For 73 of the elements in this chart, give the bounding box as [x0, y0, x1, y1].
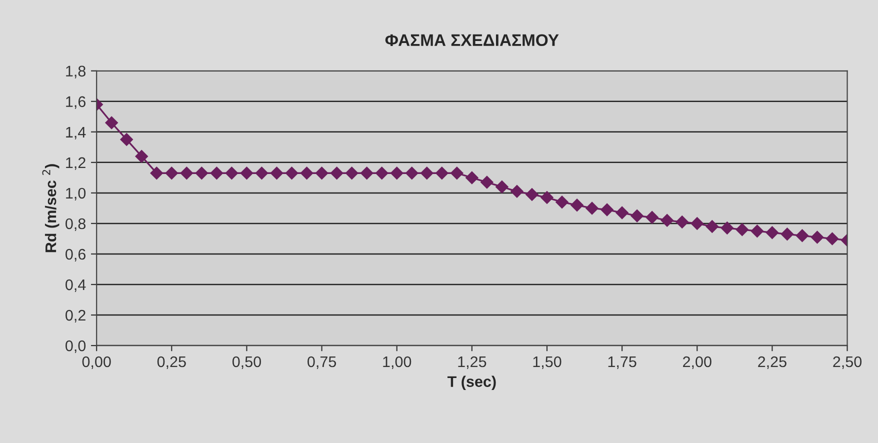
- point: [375, 166, 388, 180]
- point: [330, 166, 344, 180]
- point: [690, 217, 704, 230]
- point: [165, 166, 178, 180]
- point: [405, 166, 418, 180]
- point: [180, 166, 194, 180]
- x-tick-label: 0,25: [157, 356, 186, 369]
- y-tick-label: 0,6: [66, 248, 86, 262]
- point: [390, 166, 404, 180]
- point: [780, 228, 794, 241]
- x-tick-label: 0,75: [308, 356, 336, 369]
- y-tick-label: 1,4: [66, 126, 86, 140]
- point: [300, 166, 314, 180]
- point: [466, 171, 478, 184]
- point: [600, 203, 614, 216]
- y-axis-title: Rd (m/sec $^{2}$): [42, 164, 60, 252]
- chart-title: ΦΑΣΜΑ ΣΧΕΔΙΑΣΜΟΥ: [385, 34, 559, 46]
- point: [736, 223, 749, 236]
- point: [480, 176, 494, 189]
- y-tick-label: 1,0: [66, 188, 86, 200]
- x-tick-label: 1,00: [383, 356, 412, 369]
- point: [496, 180, 508, 194]
- y-tick-label: 1,2: [66, 157, 86, 170]
- point: [570, 198, 584, 212]
- x-tick-label: 1,75: [608, 356, 636, 369]
- point: [360, 166, 374, 180]
- point: [706, 220, 719, 233]
- x-tick-label: 2,25: [758, 356, 786, 369]
- point: [210, 166, 224, 180]
- y-tick-label: 0,8: [66, 218, 86, 231]
- x-tick-label: 1,25: [458, 356, 486, 369]
- point: [720, 222, 734, 234]
- y-tick-label: 1,8: [66, 66, 86, 78]
- point: [420, 166, 434, 180]
- point: [285, 166, 298, 180]
- point: [586, 202, 598, 215]
- point: [345, 166, 358, 180]
- x-tick-label: 2,50: [833, 356, 862, 369]
- point: [255, 166, 268, 180]
- point: [556, 196, 568, 209]
- point: [540, 191, 554, 204]
- y-tick-label: 0,0: [66, 340, 86, 354]
- point: [195, 166, 208, 180]
- y-tick-label: 0,4: [66, 279, 86, 292]
- point: [105, 116, 118, 130]
- x-tick-label: 2,00: [683, 356, 712, 369]
- point: [450, 166, 464, 180]
- x-axis-title: T (sec): [447, 376, 496, 390]
- x-tick-label: 1,50: [533, 356, 562, 369]
- point: [826, 232, 839, 246]
- point: [315, 166, 328, 180]
- point: [225, 166, 238, 180]
- y-tick-label: 1,6: [66, 96, 86, 109]
- x-tick-label: 0,00: [82, 356, 111, 369]
- point: [270, 166, 284, 180]
- point: [676, 216, 689, 228]
- point: [750, 224, 764, 238]
- point: [646, 210, 659, 224]
- point: [135, 150, 148, 163]
- point: [435, 166, 448, 180]
- point: [810, 230, 824, 244]
- point: [796, 229, 809, 242]
- x-tick-label: 0,50: [232, 356, 261, 369]
- point: [616, 206, 628, 220]
- point: [120, 133, 134, 146]
- point: [510, 185, 524, 198]
- point: [766, 226, 779, 240]
- y-tick-label: 0,2: [66, 310, 86, 323]
- point: [526, 188, 538, 201]
- point: [150, 166, 164, 180]
- point: [240, 166, 254, 180]
- point: [660, 214, 674, 227]
- point: [630, 209, 644, 222]
